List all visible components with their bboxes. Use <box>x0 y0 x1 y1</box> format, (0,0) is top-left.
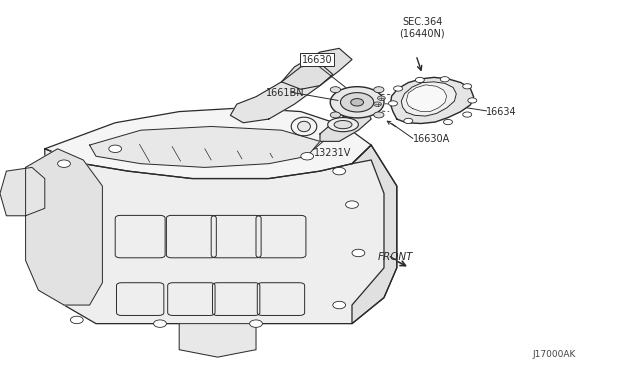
Circle shape <box>330 87 340 93</box>
Circle shape <box>468 98 477 103</box>
Circle shape <box>301 153 314 160</box>
Circle shape <box>352 249 365 257</box>
Text: 16634: 16634 <box>486 107 517 116</box>
Circle shape <box>333 301 346 309</box>
Circle shape <box>463 84 472 89</box>
Polygon shape <box>0 167 45 216</box>
Circle shape <box>330 112 340 118</box>
Circle shape <box>440 77 449 82</box>
Circle shape <box>374 102 381 106</box>
Text: 13231V: 13231V <box>314 148 351 157</box>
Circle shape <box>154 320 166 327</box>
Text: 16630: 16630 <box>301 55 332 64</box>
Circle shape <box>330 87 384 118</box>
Polygon shape <box>390 77 474 124</box>
Circle shape <box>58 160 70 167</box>
Circle shape <box>340 93 374 112</box>
Polygon shape <box>230 63 333 123</box>
Ellipse shape <box>298 121 310 132</box>
Polygon shape <box>90 126 320 167</box>
Circle shape <box>463 112 472 117</box>
Polygon shape <box>26 149 102 305</box>
Circle shape <box>374 87 384 93</box>
Circle shape <box>404 118 413 124</box>
Circle shape <box>333 167 346 175</box>
Text: SEC.364
(16440N): SEC.364 (16440N) <box>399 17 445 39</box>
Circle shape <box>444 119 452 125</box>
Polygon shape <box>179 324 256 357</box>
Polygon shape <box>320 108 371 141</box>
Text: J17000AK: J17000AK <box>532 350 576 359</box>
Text: 16630A: 16630A <box>413 135 450 144</box>
Polygon shape <box>45 145 397 324</box>
Circle shape <box>394 86 403 91</box>
Text: FRONT: FRONT <box>378 252 413 262</box>
Ellipse shape <box>334 121 352 129</box>
Polygon shape <box>45 108 371 179</box>
Polygon shape <box>401 82 456 116</box>
Circle shape <box>70 316 83 324</box>
Text: 1661BN: 1661BN <box>266 88 304 98</box>
Polygon shape <box>352 145 397 324</box>
Circle shape <box>250 320 262 327</box>
Circle shape <box>388 101 397 106</box>
Circle shape <box>351 99 364 106</box>
Ellipse shape <box>291 117 317 136</box>
Circle shape <box>374 112 384 118</box>
Circle shape <box>415 77 424 83</box>
Circle shape <box>346 201 358 208</box>
Circle shape <box>109 145 122 153</box>
Polygon shape <box>406 85 447 112</box>
Ellipse shape <box>328 118 358 132</box>
Circle shape <box>378 96 385 100</box>
Polygon shape <box>282 48 352 89</box>
